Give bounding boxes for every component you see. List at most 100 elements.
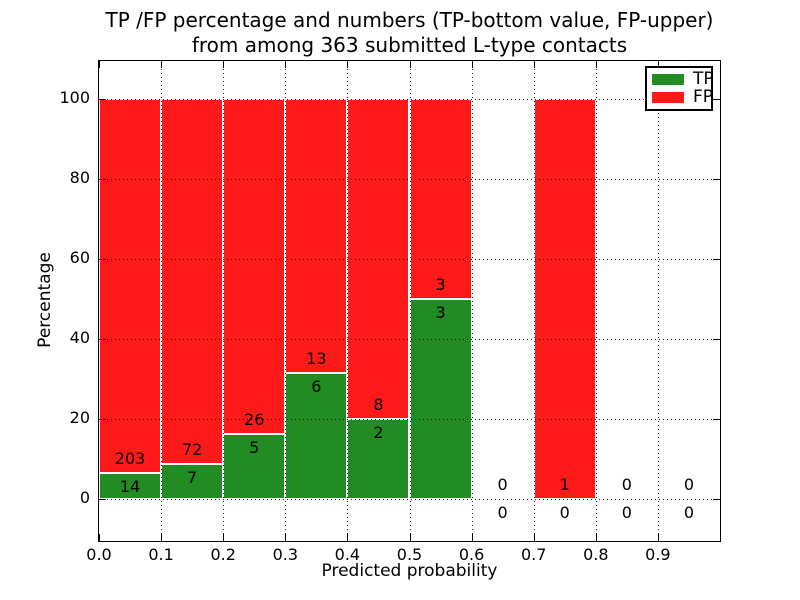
bar-count-label-fp: 0 [497, 475, 508, 494]
bar-segment-fp [285, 99, 348, 373]
bar-count-label-fp: 1 [559, 475, 570, 494]
bar-count-label-tp: 0 [559, 503, 570, 522]
tp-swatch-icon [652, 74, 684, 85]
x-tick-label: 0.9 [645, 545, 671, 564]
y-tick-mark [99, 99, 106, 100]
bar-count-label-tp: 0 [497, 503, 508, 522]
x-tick-mark [471, 534, 473, 541]
bar-count-label-fp: 26 [244, 410, 265, 430]
bar-count-label-tp: 2 [373, 423, 384, 442]
bar-segment-fp [533, 99, 596, 499]
bar-segment-tp [161, 463, 224, 499]
x-tick-mark [223, 534, 225, 541]
y-tick-mark-right [713, 259, 720, 260]
y-tick-mark-right [713, 179, 720, 180]
y-tick-label: 60 [69, 248, 90, 267]
v-gridline [285, 61, 287, 541]
x-tick-mark-top [595, 61, 597, 68]
x-tick-label: 0.4 [334, 545, 361, 564]
v-gridline [161, 61, 163, 541]
y-tick-mark-right [713, 499, 720, 500]
x-tick-label: 0.7 [520, 545, 547, 564]
bar-count-label-fp: 0 [621, 475, 632, 494]
x-tick-mark [533, 534, 535, 541]
bar-segment-tp [285, 372, 348, 499]
x-tick-label: 0.0 [86, 545, 112, 564]
plot-area: 203 14 72 7 26 5 13 6 8 2 3 3 0 0 1 0 0 0 0 0 [98, 60, 721, 542]
y-tick-mark-right [713, 419, 720, 420]
bar-count-label-tp: 0 [621, 503, 632, 522]
v-gridline [347, 61, 349, 541]
x-axis-label: Predicted probability [321, 561, 498, 581]
x-tick-mark-top [533, 61, 535, 68]
bar-segment-tp [409, 299, 472, 499]
bar-count-label-fp: 8 [373, 395, 384, 414]
x-tick-mark-top [409, 61, 411, 68]
legend-item-tp: TP [652, 71, 714, 88]
y-tick-mark-right [713, 339, 720, 340]
v-gridline [223, 61, 225, 541]
legend: TP FP [645, 66, 714, 111]
x-tick-mark-top [471, 61, 473, 68]
y-tick-mark [99, 259, 106, 260]
bar-count-label-fp: 203 [114, 449, 146, 469]
x-tick-mark [595, 534, 597, 541]
chart-title-line1: TP /FP percentage and numbers (TP-bottom… [105, 8, 714, 32]
legend-item-fp: FP [652, 89, 713, 106]
bar-segment-fp [223, 99, 286, 435]
x-tick-label: 0.1 [148, 545, 174, 564]
v-gridline [471, 61, 473, 541]
y-tick-mark [99, 499, 106, 500]
legend-label-tp: TP [693, 69, 714, 89]
x-tick-mark [161, 534, 163, 541]
y-tick-label: 0 [79, 488, 90, 507]
legend-label-fp: FP [693, 87, 714, 107]
x-tick-mark-top [99, 61, 100, 68]
x-tick-label: 0.6 [458, 545, 485, 564]
x-tick-mark-top [285, 61, 287, 68]
x-tick-mark [99, 534, 100, 541]
x-tick-mark [409, 534, 411, 541]
x-tick-label: 0.5 [396, 545, 423, 564]
bar-count-label-tp: 5 [249, 438, 260, 458]
x-tick-mark-top [223, 61, 225, 68]
chart-title-line2: from among 363 submitted L-type contacts [191, 33, 628, 57]
y-tick-label: 100 [59, 88, 90, 107]
x-tick-mark [285, 534, 287, 541]
bar-count-label-tp: 3 [435, 303, 446, 322]
y-tick-label: 40 [69, 328, 90, 347]
y-tick-mark [99, 419, 106, 420]
chart-title: TP /FP percentage and numbers (TP-bottom… [98, 8, 721, 58]
bar-count-label-fp: 3 [435, 275, 446, 294]
y-tick-label: 80 [69, 168, 90, 187]
bar-segment-fp [161, 99, 224, 464]
bar-count-label-tp: 14 [119, 477, 141, 497]
x-tick-mark-top [347, 61, 349, 68]
bar-segment-tp [99, 473, 162, 499]
y-tick-mark [99, 179, 106, 180]
v-gridline [409, 61, 411, 541]
x-tick-label: 0.8 [583, 545, 609, 564]
x-tick-mark [657, 534, 659, 541]
bar-count-label-tp: 0 [683, 503, 695, 522]
bar-segment-fp [409, 99, 472, 299]
y-tick-mark [99, 339, 106, 340]
x-tick-label: 0.2 [210, 545, 236, 564]
v-gridline [657, 61, 659, 541]
x-tick-label: 0.3 [272, 545, 299, 564]
v-gridline [595, 61, 597, 541]
fp-swatch-icon [652, 92, 684, 103]
bar-segment-fp [99, 99, 162, 474]
bar-count-label-tp: 7 [187, 467, 198, 487]
x-tick-mark-top [657, 61, 659, 68]
bar-count-label-fp: 0 [683, 475, 695, 494]
bar-count-label-fp: 13 [306, 348, 327, 368]
y-tick-label: 20 [69, 408, 90, 427]
v-gridline [533, 61, 535, 541]
bar-count-label-fp: 72 [181, 439, 203, 459]
y-tick-mark-right [713, 99, 720, 100]
bar-count-label-tp: 6 [311, 376, 322, 396]
x-tick-mark [347, 534, 349, 541]
x-tick-mark-top [161, 61, 163, 68]
